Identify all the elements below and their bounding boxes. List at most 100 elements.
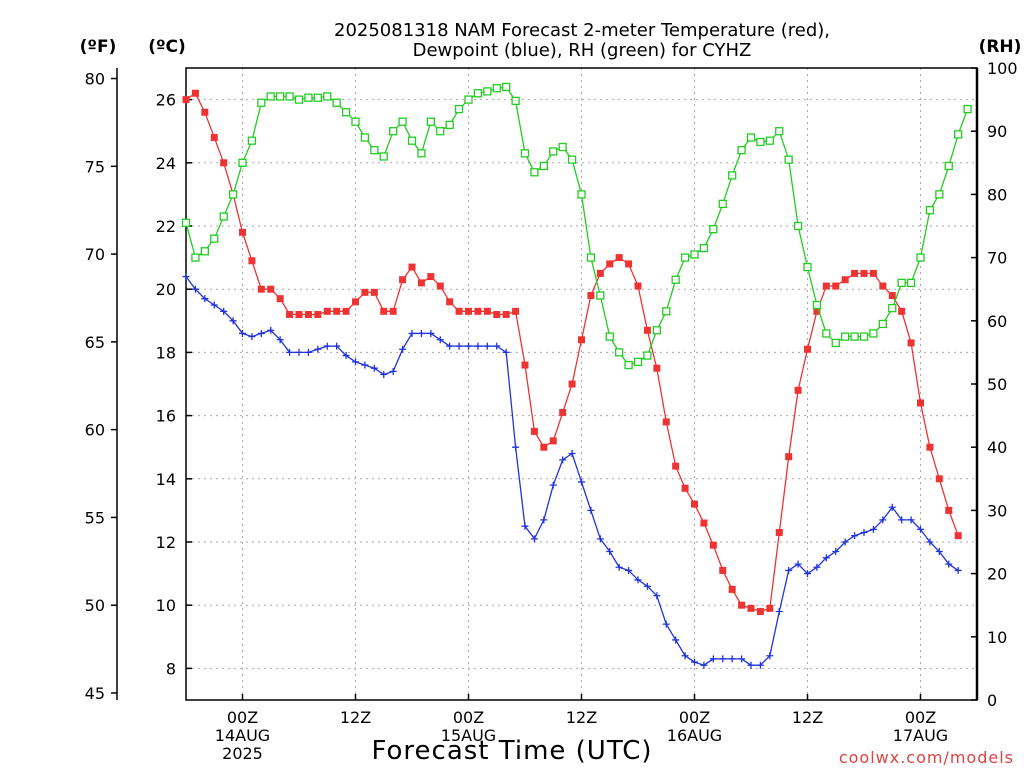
dewpoint-point bbox=[389, 367, 397, 375]
temperature-point bbox=[530, 427, 538, 435]
temperature-point bbox=[286, 310, 294, 318]
temperature-point bbox=[606, 260, 614, 268]
rh-point bbox=[464, 95, 473, 104]
rh-point bbox=[605, 332, 614, 341]
temperature-point bbox=[700, 519, 708, 527]
rh-point bbox=[323, 92, 332, 101]
rh-point bbox=[454, 104, 464, 114]
rh-point bbox=[210, 234, 219, 243]
temperature-point bbox=[342, 307, 350, 315]
x-tick-label: 16AUG bbox=[667, 726, 722, 745]
dewpoint-point bbox=[286, 348, 294, 356]
rh-point bbox=[426, 117, 435, 126]
temperature-point bbox=[427, 273, 435, 281]
dewpoint-point bbox=[436, 336, 444, 344]
temperature-point bbox=[276, 295, 284, 303]
dewpoint-point bbox=[333, 342, 341, 350]
rh-point bbox=[624, 360, 633, 370]
temperature-point bbox=[352, 298, 359, 306]
dewpoint-point bbox=[804, 570, 811, 578]
rh-point bbox=[944, 161, 953, 171]
rh-point bbox=[652, 326, 661, 335]
dewpoint-point bbox=[794, 560, 802, 568]
dewpoint-point bbox=[446, 342, 454, 350]
temperature-point bbox=[775, 529, 783, 537]
celsius-tick-label: 20 bbox=[156, 280, 176, 299]
rh-point bbox=[671, 275, 680, 284]
fahrenheit-tick-label: 55 bbox=[85, 508, 105, 527]
temperature-point bbox=[540, 443, 548, 451]
temperature-point bbox=[794, 386, 802, 394]
dewpoint-point bbox=[719, 655, 727, 663]
temperature-point bbox=[728, 585, 736, 593]
fahrenheit-tick-label: 65 bbox=[85, 333, 105, 352]
dewpoint-point bbox=[342, 352, 350, 360]
temperature-point bbox=[408, 263, 416, 271]
dewpoint-point bbox=[323, 342, 331, 350]
rh-point bbox=[530, 168, 539, 177]
rh-point bbox=[549, 147, 558, 156]
temperature-point bbox=[295, 310, 303, 318]
temperature-point bbox=[389, 307, 397, 315]
temperature-point bbox=[361, 288, 369, 296]
dewpoint-point bbox=[408, 329, 416, 337]
rh-tick-label: 70 bbox=[987, 249, 1007, 268]
dewpoint-point bbox=[493, 342, 501, 350]
temperature-point bbox=[380, 307, 388, 315]
temperature-point bbox=[813, 307, 821, 315]
rh-tick-label: 20 bbox=[987, 565, 1007, 584]
celsius-tick-label: 22 bbox=[156, 217, 176, 236]
rh-unit-label: (RH) bbox=[979, 37, 1022, 57]
dewpoint-point bbox=[935, 547, 943, 555]
dewpoint-point bbox=[417, 329, 425, 337]
rh-point bbox=[370, 146, 379, 155]
temperature-point bbox=[399, 276, 407, 284]
rh-point bbox=[473, 89, 483, 98]
dewpoint-point bbox=[832, 547, 840, 555]
fahrenheit-tick-label: 50 bbox=[85, 596, 105, 615]
temperature-point bbox=[559, 408, 567, 416]
temperature-point bbox=[314, 310, 322, 318]
dewpoint-point bbox=[578, 478, 585, 486]
dewpoint-point bbox=[841, 538, 849, 546]
temperature-point bbox=[898, 307, 906, 315]
rh-tick-label: 40 bbox=[987, 438, 1007, 457]
dewpoint-point bbox=[756, 661, 764, 669]
dewpoint-point bbox=[380, 371, 388, 379]
rh-point bbox=[276, 92, 285, 101]
dewpoint-point bbox=[210, 301, 218, 309]
dewpoint-point bbox=[276, 336, 284, 344]
temperature-point bbox=[888, 292, 896, 300]
temperature-point bbox=[785, 453, 793, 461]
x-tick-label: 00Z bbox=[453, 708, 484, 727]
celsius-tick-label: 14 bbox=[156, 470, 176, 489]
temperature-point bbox=[568, 380, 576, 388]
rh-point bbox=[389, 127, 398, 136]
dewpoint-point bbox=[606, 547, 614, 555]
temperature-point bbox=[239, 228, 246, 236]
dewpoint-point bbox=[728, 655, 736, 663]
rh-point bbox=[822, 329, 831, 338]
temperature-point bbox=[370, 288, 378, 296]
temperature-point bbox=[465, 307, 472, 315]
dewpoint-point bbox=[822, 554, 830, 562]
rh-point bbox=[831, 338, 840, 348]
x-tick-label: 00Z bbox=[905, 708, 936, 727]
dewpoint-point bbox=[220, 307, 228, 315]
series-rh bbox=[181, 82, 972, 370]
dewpoint-point bbox=[559, 456, 567, 464]
temperature-point bbox=[756, 608, 764, 616]
temperature-point bbox=[304, 310, 312, 318]
dewpoint-point bbox=[465, 342, 472, 350]
temperature-point bbox=[549, 437, 557, 445]
rh-point bbox=[841, 332, 850, 341]
dewpoint-point bbox=[201, 295, 209, 303]
dewpoint-point bbox=[672, 636, 680, 644]
temperature-point bbox=[474, 307, 482, 315]
rh-axis: 0 10 20 30 40 50 60 70 80 90 100 bbox=[971, 59, 1018, 710]
x-tick-label: 12Z bbox=[340, 708, 371, 727]
temperature-point bbox=[512, 307, 520, 315]
temperature-point bbox=[691, 500, 698, 508]
dewpoint-point bbox=[945, 560, 953, 568]
